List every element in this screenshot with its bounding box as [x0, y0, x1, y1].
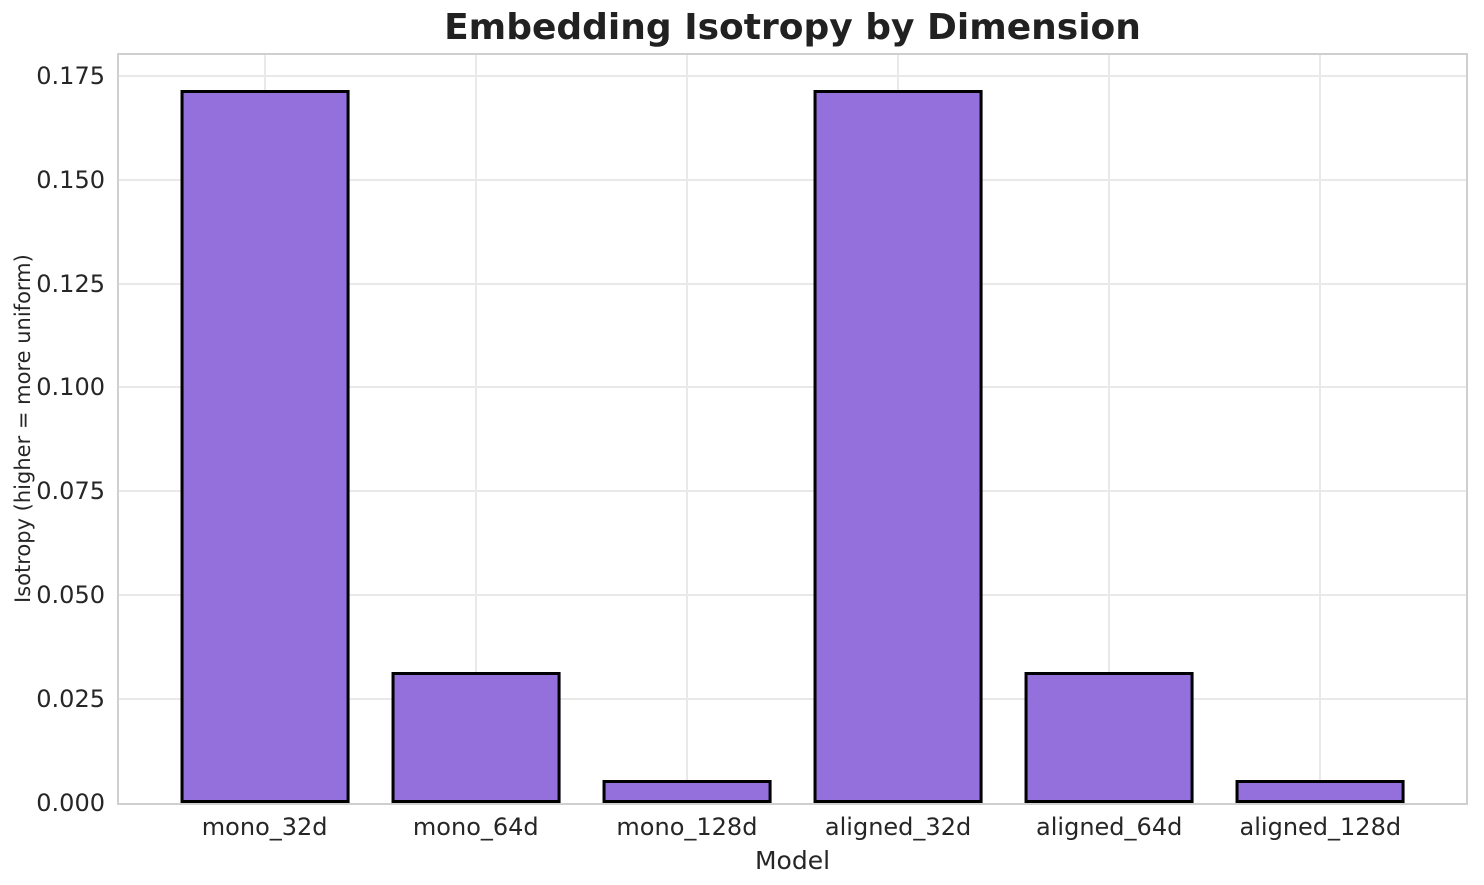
h-gridline [119, 74, 1466, 77]
y-tick-label: 0.000 [36, 789, 105, 817]
h-gridline [119, 490, 1466, 493]
h-gridline [119, 594, 1466, 597]
y-axis-label: Isotropy (higher = more uniform) [11, 254, 35, 604]
v-gridline [474, 55, 477, 803]
plot-area: 0.000 0.025 0.050 0.075 0.100 0.125 0.150 0.175… [36, 53, 1468, 839]
x-tick-label: mono_64d [412, 813, 539, 841]
bar-mono_64d [391, 671, 561, 803]
v-gridline [685, 55, 688, 803]
h-gridline [119, 282, 1466, 285]
h-gridline [119, 386, 1466, 389]
h-gridline [119, 698, 1466, 701]
x-tick-label: aligned_32d [824, 813, 972, 841]
bar-aligned_128d [1235, 780, 1405, 803]
y-tick-label: 0.075 [36, 477, 105, 506]
chart-title: Embedding Isotropy by Dimension [444, 7, 1141, 48]
v-gridline [1108, 55, 1111, 803]
x-tick-label: aligned_128d [1239, 813, 1402, 841]
h-gridline [119, 178, 1466, 181]
bar-aligned_64d [1024, 671, 1194, 803]
y-tick-label: 0.025 [36, 685, 105, 714]
bar-aligned_32d [813, 89, 983, 803]
v-gridline [1319, 55, 1322, 803]
y-tick-label: 0.050 [36, 581, 105, 610]
x-tick-label: aligned_64d [1036, 813, 1183, 841]
y-tick-label: 0.125 [36, 269, 105, 298]
y-tick-label: 0.100 [36, 373, 105, 402]
x-tick-label: mono_128d [616, 813, 758, 841]
y-tick-label: 0.175 [36, 61, 105, 90]
x-axis-label: Model [754, 846, 831, 875]
x-tick-label: mono_32d [201, 813, 328, 841]
bar-mono_128d [602, 780, 772, 803]
bar-mono_32d [180, 89, 350, 803]
y-tick-label: 0.150 [36, 165, 105, 194]
